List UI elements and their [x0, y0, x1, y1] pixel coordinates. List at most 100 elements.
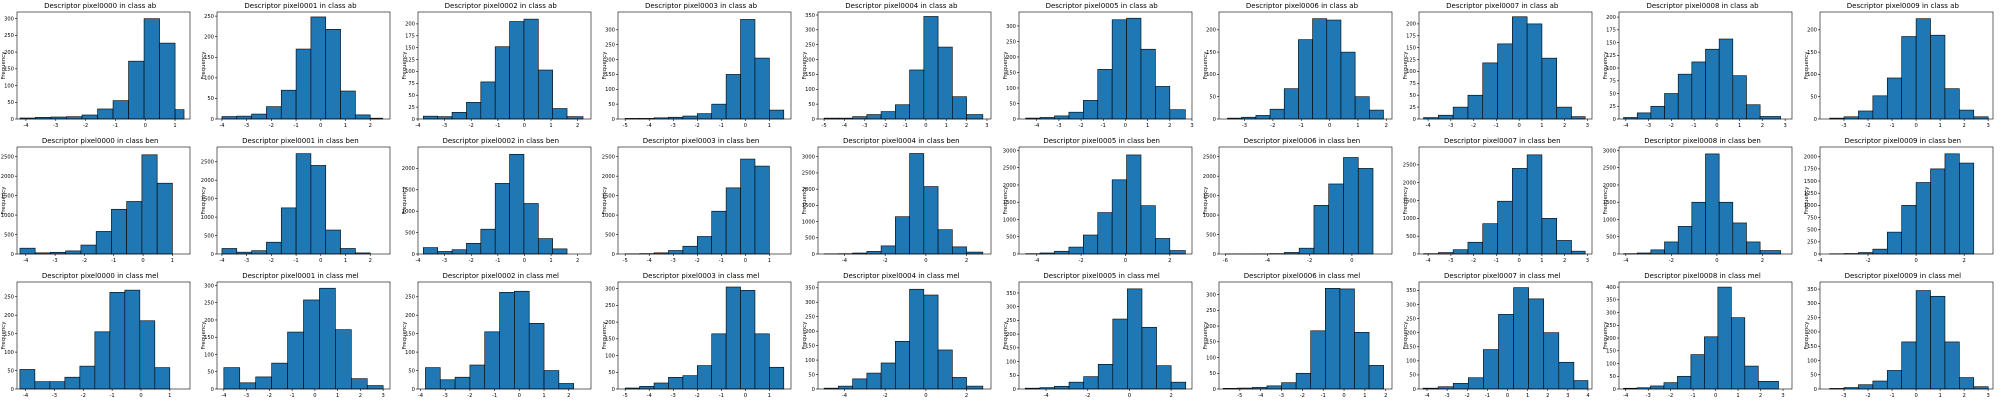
histogram-bar	[1497, 200, 1513, 255]
y-tick-label: 100	[204, 352, 214, 358]
y-tick-label: 1750	[1803, 167, 1816, 173]
histogram-panel: Descriptor pixel0007 in class mel -4 -3 -2-…	[1402, 270, 1602, 405]
histogram-bar	[156, 182, 173, 255]
x-tick-label: -1	[1298, 123, 1303, 129]
y-axis-label: Frequency	[1203, 321, 1209, 350]
histogram-bar	[1342, 157, 1359, 255]
y-axis-label: Frequency	[201, 321, 207, 350]
histogram-svg: -5 -4 -3 -2 -1 0 1 0 50 100 150 200 250 300 Frequency	[602, 281, 792, 399]
x-tick-label: -4	[220, 123, 226, 129]
x-tick-label: 0	[924, 258, 927, 264]
histogram-bar	[436, 116, 452, 120]
histogram-bar	[1664, 241, 1679, 255]
histogram-bar	[1255, 115, 1271, 120]
x-tick-label: -1	[492, 393, 497, 399]
histogram-bar	[1915, 182, 1931, 255]
x-tick-label: 1	[168, 393, 171, 399]
histogram-bar	[251, 250, 268, 255]
y-tick-label: 0	[1413, 117, 1416, 123]
histogram-bar	[1170, 381, 1186, 390]
histogram-bar	[1053, 250, 1069, 255]
histogram-bar	[1944, 341, 1960, 390]
x-tick-label: 0	[319, 258, 322, 264]
histogram-bar	[952, 377, 968, 390]
y-tick-label: 200	[1406, 22, 1416, 28]
histogram-bar	[1353, 332, 1370, 390]
y-axis-label: Frequency	[1002, 186, 1008, 215]
histogram-bar	[1357, 168, 1374, 255]
histogram-bar	[895, 216, 911, 255]
histogram-bar	[266, 106, 282, 120]
histogram-svg: -4 -2 0 2 0 500 1000 1500 2000 2500 3000 Frequency	[1002, 146, 1192, 264]
x-tick-label: -4	[842, 123, 848, 129]
x-tick-label: 2	[369, 258, 372, 264]
histogram-bar	[126, 201, 143, 255]
histogram-bar	[682, 115, 698, 120]
x-tick-label: -1	[719, 123, 724, 129]
y-tick-label: 100	[405, 350, 415, 356]
histogram-bar	[1732, 75, 1748, 120]
histogram-panel: Descriptor pixel0002 in class mel -4 -3 -2-…	[401, 270, 601, 405]
x-tick-label: -1	[1494, 123, 1499, 129]
y-tick-label: 2000	[1603, 183, 1616, 189]
y-tick-label: 300	[1006, 304, 1016, 310]
chart-title: Descriptor pixel0002 in class ben	[442, 137, 560, 145]
x-tick-label: 0	[1914, 393, 1917, 399]
y-tick-label: 150	[4, 331, 14, 337]
histogram-bar	[1760, 250, 1782, 255]
y-tick-label: 0	[1413, 387, 1416, 393]
y-tick-label: 1000	[1603, 217, 1616, 223]
histogram-bar	[34, 381, 51, 390]
y-tick-label: 50	[7, 100, 14, 106]
chart-title: Descriptor pixel0004 in class ben	[843, 137, 960, 145]
histogram-bar	[1452, 106, 1469, 120]
histogram-bar	[880, 111, 896, 120]
y-tick-label: 250	[1406, 316, 1416, 322]
histogram-bar	[740, 290, 756, 390]
y-tick-label: 0	[612, 387, 615, 393]
histogram-bar	[1746, 241, 1761, 255]
x-tick-label: 2	[1761, 123, 1764, 129]
x-tick-label: 1	[1526, 393, 1529, 399]
histogram-bar	[696, 236, 712, 255]
x-tick-label: 1	[549, 123, 552, 129]
histogram-bar	[725, 187, 741, 255]
x-tick-label: 2	[1759, 393, 1762, 399]
histogram-svg: -4 -3 -2 -1 0 1 2 0 500 1000 1500 2000 Frequency	[401, 146, 591, 264]
y-tick-label: 1250	[1803, 191, 1816, 197]
x-tick-label: -3	[244, 258, 249, 264]
y-tick-label: 75	[1409, 81, 1416, 87]
y-axis-label: Frequency	[1804, 186, 1810, 215]
histogram-bar	[494, 183, 510, 255]
histogram-bar	[239, 382, 257, 390]
x-tick-label: 2	[1168, 258, 1171, 264]
histogram-panel: Descriptor pixel0001 in class ben -4 -3 -2-…	[200, 135, 400, 270]
x-tick-label: 3	[1586, 258, 1589, 264]
x-tick-label: 3	[985, 123, 988, 129]
y-tick-label: 150	[1206, 340, 1216, 346]
axes-frame	[1418, 11, 1593, 120]
x-tick-label: 0	[319, 123, 322, 129]
histogram-bar	[310, 165, 327, 255]
y-tick-label: 0	[1212, 387, 1215, 393]
histogram-bar	[1915, 290, 1931, 390]
x-tick-label: 0	[141, 258, 144, 264]
histogram-svg: -5 -4 -3 -2 -1 0 1 0 500 1000 1500 2000 2500 Frequenc…	[602, 146, 792, 264]
histogram-bar	[966, 385, 984, 390]
histogram-panel: Descriptor pixel0002 in class ben -4 -3 -2-…	[401, 135, 601, 270]
histogram-bar	[1468, 377, 1484, 390]
histogram-bar	[1467, 94, 1484, 120]
x-tick-label: 1	[542, 393, 545, 399]
y-tick-label: 50	[1009, 101, 1016, 107]
x-tick-label: -2	[1471, 123, 1476, 129]
histogram-bar	[1677, 375, 1692, 390]
y-tick-label: 0	[411, 117, 414, 123]
histogram-bar	[523, 18, 539, 120]
x-tick-label: 0	[1914, 258, 1917, 264]
histogram-bar	[1513, 287, 1530, 390]
histogram-bar	[909, 288, 925, 390]
y-tick-label: 50	[1009, 373, 1016, 379]
y-axis-label: Frequency	[1403, 186, 1409, 215]
y-tick-label: 300	[1006, 24, 1016, 30]
x-tick-label: -4	[415, 123, 421, 129]
